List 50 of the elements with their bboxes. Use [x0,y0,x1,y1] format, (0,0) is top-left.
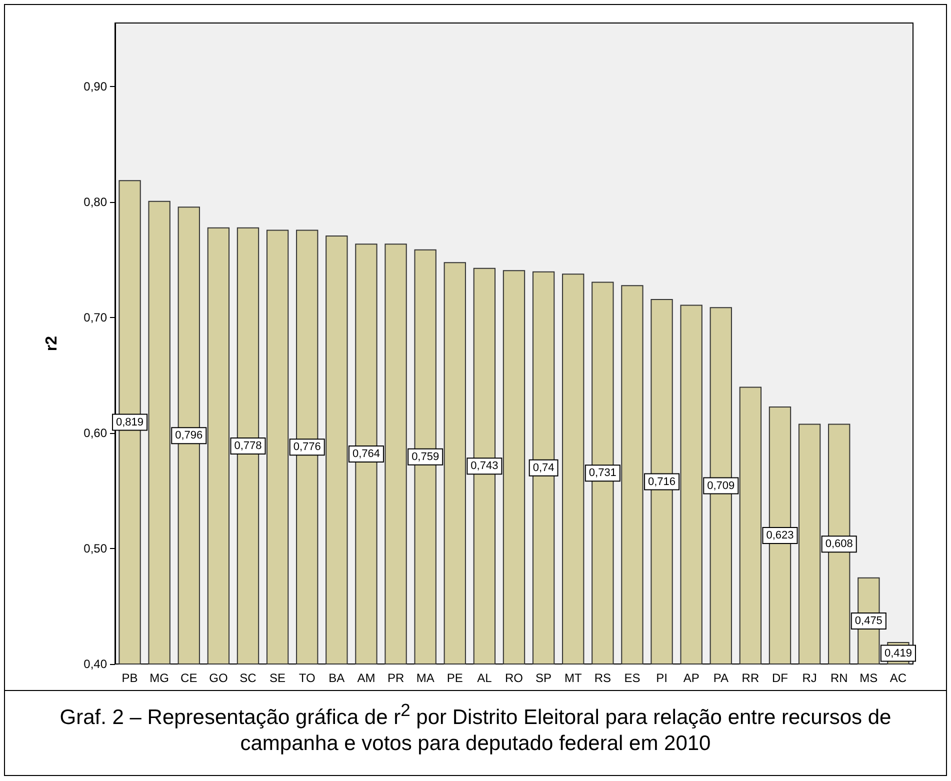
x-tick-label: RN [830,671,848,685]
y-tick-label: 0,60 [84,426,108,440]
x-tick-label: PA [713,671,728,685]
x-tick-label: PR [387,671,404,685]
x-tick-label: RO [505,671,523,685]
x-tick-label: AP [683,671,700,685]
x-tick-label: AL [477,671,492,685]
data-label: 0,819 [116,416,144,428]
x-tick-label: MT [564,671,582,685]
x-tick-label: MG [150,671,170,685]
x-tick-label: AC [890,671,907,685]
data-label: 0,776 [293,441,321,454]
y-tick-label: 0,80 [84,195,108,210]
x-tick-label: PI [656,671,668,685]
data-label: 0,796 [175,430,203,442]
x-tick-label: BA [328,671,345,685]
x-tick-label: SE [270,671,286,685]
data-label: 0,778 [234,440,262,452]
x-tick-label: MA [416,671,434,685]
x-tick-label: ES [624,671,640,685]
y-tick-label: 0,50 [84,542,108,556]
x-tick-label: AM [357,671,376,685]
y-tick-label: 0,70 [84,310,108,325]
x-tick-label: SC [240,671,257,685]
x-tick-label: RR [742,671,760,685]
x-tick-label: MS [860,671,878,685]
x-tick-label: SP [536,671,552,685]
x-tick-label: TO [298,671,316,685]
data-label: 0,419 [884,647,912,660]
data-label: 0,608 [825,538,853,550]
data-label: 0,623 [766,529,794,542]
y-tick-label: 0,90 [84,80,108,94]
data-label: 0,74 [532,462,554,474]
x-tick-label: PE [446,671,463,685]
data-label: 0,743 [470,460,498,472]
data-label: 0,759 [412,450,440,463]
x-tick-label: DF [772,671,788,685]
y-tick-label: 0,40 [84,657,108,671]
x-tick-label: RS [594,671,612,685]
x-tick-label: RJ [802,671,817,685]
x-tick-label: CE [180,671,198,685]
x-tick-label: GO [209,671,228,685]
data-label: 0,716 [648,476,676,488]
text: Graf. 2 – Representação gráfica de r$^{2}$ por Distrito Eleitoral para relação entre recursos de campanha e votos para deputado federal em 2010 [58,699,892,757]
data-label: 0,764 [352,448,380,460]
data-label: 0,709 [707,480,735,492]
data-label: 0,475 [854,614,882,627]
x-tick-label: PB [122,671,138,685]
y-axis-title: r2 [44,336,60,352]
data-label: 0,731 [588,467,616,480]
